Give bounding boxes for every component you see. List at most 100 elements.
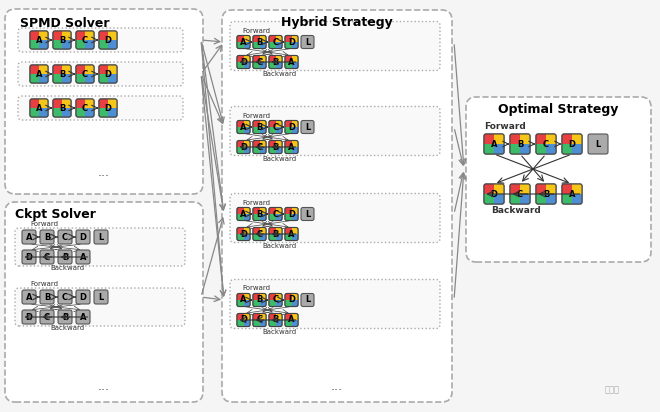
Text: 量子位: 量子位: [605, 385, 620, 394]
FancyBboxPatch shape: [30, 65, 48, 83]
Bar: [285, 127, 292, 133]
Bar: [39, 99, 48, 108]
Bar: [108, 65, 117, 74]
FancyBboxPatch shape: [230, 279, 440, 328]
Bar: [108, 99, 117, 108]
Bar: [253, 320, 259, 326]
Bar: [244, 314, 250, 320]
Bar: [285, 234, 292, 241]
Text: Forward: Forward: [242, 199, 270, 206]
Text: Backward: Backward: [262, 70, 296, 77]
Text: A: A: [569, 190, 576, 199]
Text: A: A: [80, 312, 86, 321]
Bar: [562, 194, 572, 204]
FancyBboxPatch shape: [40, 250, 54, 264]
Bar: [253, 208, 259, 214]
Text: B: B: [59, 35, 65, 44]
Bar: [62, 74, 71, 83]
Bar: [237, 42, 244, 49]
Bar: [484, 184, 494, 194]
Bar: [269, 35, 275, 42]
Bar: [292, 227, 298, 234]
Text: A: A: [36, 70, 42, 79]
FancyBboxPatch shape: [588, 134, 608, 154]
Bar: [244, 214, 250, 220]
Bar: [253, 42, 259, 49]
Text: C: C: [44, 312, 50, 321]
FancyBboxPatch shape: [237, 35, 250, 49]
FancyBboxPatch shape: [253, 140, 266, 154]
FancyBboxPatch shape: [22, 310, 36, 324]
FancyBboxPatch shape: [230, 194, 440, 243]
Text: D: D: [288, 295, 295, 304]
Bar: [285, 35, 292, 42]
Text: Backward: Backward: [50, 265, 84, 271]
FancyBboxPatch shape: [253, 227, 266, 241]
FancyBboxPatch shape: [253, 56, 266, 68]
Text: L: L: [305, 209, 310, 218]
Bar: [244, 127, 250, 133]
Text: D: D: [288, 37, 295, 47]
Text: Forward: Forward: [242, 286, 270, 292]
Text: Forward: Forward: [30, 281, 58, 287]
Text: A: A: [288, 58, 295, 66]
Bar: [253, 35, 259, 42]
Text: ...: ...: [331, 380, 343, 393]
Bar: [536, 194, 546, 204]
FancyBboxPatch shape: [285, 293, 298, 307]
Text: A: A: [26, 232, 32, 241]
FancyBboxPatch shape: [76, 310, 90, 324]
Bar: [275, 300, 282, 307]
Bar: [237, 127, 244, 133]
Text: SPMD Solver: SPMD Solver: [20, 17, 110, 30]
Bar: [259, 208, 266, 214]
FancyBboxPatch shape: [230, 106, 440, 155]
Bar: [76, 99, 85, 108]
Bar: [62, 65, 71, 74]
Bar: [237, 147, 244, 154]
Bar: [85, 74, 94, 83]
Bar: [244, 320, 250, 326]
Bar: [292, 208, 298, 214]
Text: Hybrid Strategy: Hybrid Strategy: [281, 16, 393, 29]
Bar: [562, 144, 572, 154]
Text: A: A: [36, 103, 42, 112]
Text: B: B: [273, 143, 279, 152]
Bar: [275, 293, 282, 300]
FancyBboxPatch shape: [484, 184, 504, 204]
Bar: [275, 42, 282, 49]
FancyBboxPatch shape: [76, 65, 94, 83]
Text: A: A: [240, 122, 247, 131]
FancyBboxPatch shape: [253, 120, 266, 133]
Text: L: L: [305, 122, 310, 131]
FancyBboxPatch shape: [536, 184, 556, 204]
FancyBboxPatch shape: [222, 10, 452, 402]
FancyBboxPatch shape: [269, 56, 282, 68]
Bar: [108, 31, 117, 40]
Bar: [292, 140, 298, 147]
Bar: [510, 134, 520, 144]
Bar: [62, 31, 71, 40]
Text: B: B: [273, 229, 279, 239]
Bar: [30, 65, 39, 74]
Text: Forward: Forward: [242, 112, 270, 119]
FancyBboxPatch shape: [237, 140, 250, 154]
FancyBboxPatch shape: [53, 99, 71, 117]
Bar: [253, 300, 259, 307]
FancyBboxPatch shape: [301, 208, 314, 220]
Text: Backward: Backward: [262, 243, 296, 248]
Text: A: A: [36, 35, 42, 44]
Bar: [572, 134, 582, 144]
Text: D: D: [288, 122, 295, 131]
Bar: [253, 227, 259, 234]
Text: C: C: [517, 190, 523, 199]
Bar: [536, 134, 546, 144]
Bar: [53, 99, 62, 108]
Bar: [99, 108, 108, 117]
Bar: [275, 35, 282, 42]
Bar: [275, 234, 282, 241]
FancyBboxPatch shape: [58, 230, 72, 244]
FancyBboxPatch shape: [76, 99, 94, 117]
FancyBboxPatch shape: [269, 140, 282, 154]
FancyBboxPatch shape: [269, 227, 282, 241]
